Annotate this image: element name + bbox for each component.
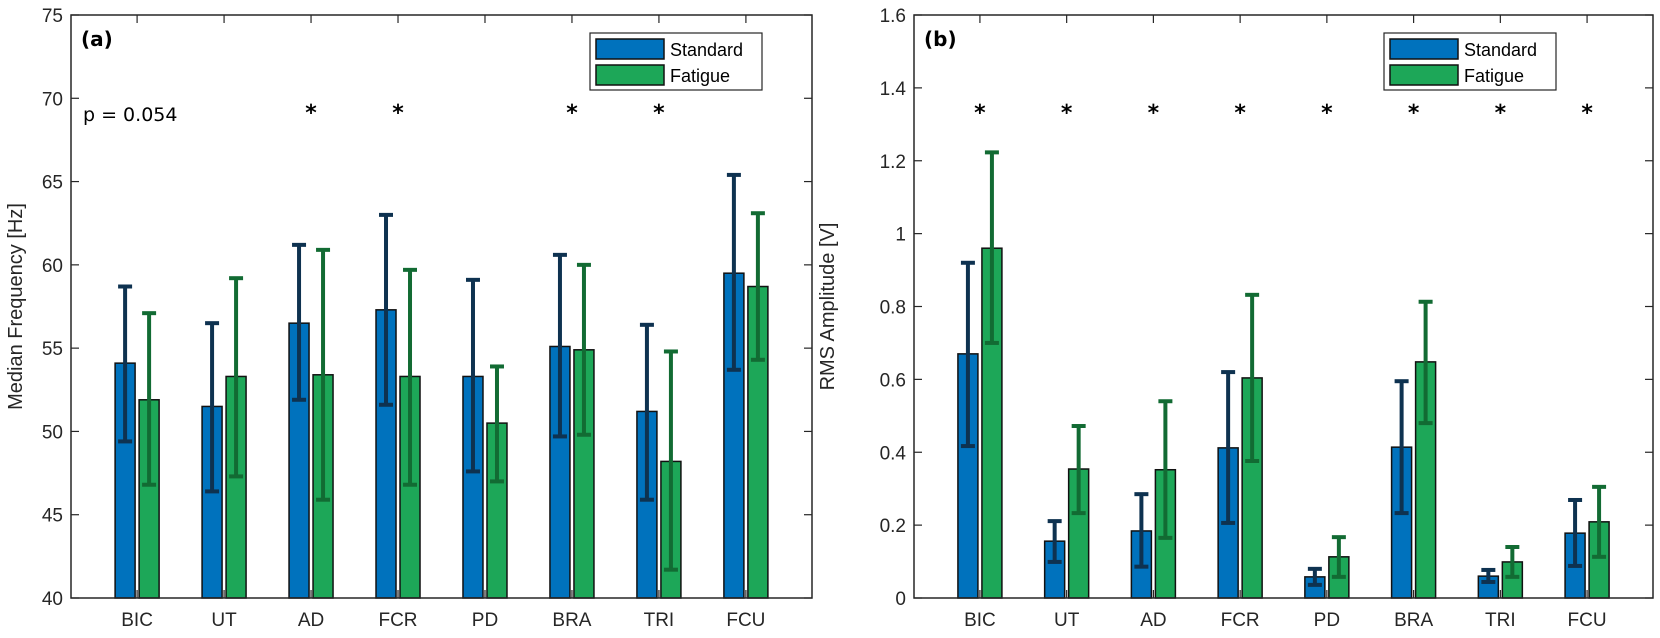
error-bar-fatigue-bra <box>576 262 591 437</box>
x-tick-label: FCU <box>726 610 765 631</box>
significance-star: * <box>566 101 578 126</box>
y-tick-label: 50 <box>42 422 63 443</box>
y-axis-label: Median Frequency [Hz] <box>5 203 27 410</box>
significance-star: * <box>653 101 665 126</box>
error-bar-fatigue-bra <box>1418 299 1433 426</box>
plot-area-frame <box>913 14 1654 599</box>
error-bar-fatigue-ut <box>1071 424 1086 516</box>
y-axis-label: RMS Amplitude [V] <box>817 223 839 391</box>
x-tick-label: BRA <box>1394 610 1433 631</box>
error-bar-standard-bra <box>1394 379 1409 516</box>
error-bar-fatigue-ad <box>1158 399 1173 540</box>
x-tick-label: BIC <box>964 610 996 631</box>
error-bar-fatigue-tri <box>663 349 678 572</box>
panel-label: (b) <box>924 27 957 51</box>
error-bar-standard-tri <box>1481 567 1496 584</box>
legend-label-fatigue: Fatigue <box>670 66 730 86</box>
significance-star: * <box>1408 101 1420 126</box>
error-bar-standard-fcu <box>1568 497 1583 568</box>
legend: Standard Fatigue <box>1383 32 1557 91</box>
error-bar-fatigue-ad <box>316 247 331 502</box>
significance-star: * <box>305 101 317 126</box>
x-tick-label: UT <box>211 610 237 631</box>
error-bar-standard-ad <box>1134 492 1149 569</box>
y-tick-label: 55 <box>42 339 63 360</box>
significance-star: * <box>1061 101 1073 126</box>
legend-swatch-standard <box>1389 38 1459 60</box>
y-tick-label: 70 <box>42 89 63 110</box>
legend-label-standard: Standard <box>670 40 743 60</box>
legend-label-standard: Standard <box>1464 40 1537 60</box>
error-bar-fatigue-bic <box>142 311 157 487</box>
error-bar-standard-ut <box>205 321 220 494</box>
significance-star: * <box>1234 101 1246 126</box>
x-tick-label: TRI <box>1485 610 1516 631</box>
error-bar-fatigue-fcu <box>1592 484 1607 559</box>
y-tick-label: 0.6 <box>880 370 906 391</box>
y-tick-label: 60 <box>42 256 63 277</box>
significance-star: * <box>1321 101 1333 126</box>
error-bar-standard-ut <box>1047 519 1062 564</box>
significance-star: * <box>1581 101 1593 126</box>
error-bar-fatigue-fcr <box>1245 292 1260 463</box>
legend: Standard Fatigue <box>589 32 763 91</box>
y-tick-label: 65 <box>42 173 63 194</box>
error-bar-fatigue-pd <box>1331 535 1346 579</box>
y-tick-label: 1.4 <box>880 79 907 100</box>
error-bar-standard-bic <box>960 260 975 449</box>
x-tick-label: TRI <box>644 610 675 631</box>
error-bar-standard-bra <box>552 252 567 439</box>
x-tick-label: PD <box>472 610 498 631</box>
error-bar-standard-fcu <box>726 172 741 372</box>
plot-area-frame <box>70 14 813 599</box>
error-bar-fatigue-ut <box>229 276 244 479</box>
y-tick-label: 0.8 <box>880 298 906 319</box>
panel-label: (a) <box>81 27 113 51</box>
error-bar-standard-fcr <box>1221 370 1236 525</box>
significance-star: * <box>1148 101 1160 126</box>
error-bar-fatigue-pd <box>489 364 504 484</box>
error-bar-standard-pd <box>465 277 480 474</box>
error-bar-standard-fcr <box>379 212 394 407</box>
x-tick-label: BRA <box>552 610 591 631</box>
legend-swatch-fatigue <box>1389 64 1459 86</box>
panel-b-rms-amplitude: 0 0.2 0.4 0.6 0.8 1 1.2 1.4 1.6 BIC * UT * AD * FCR * PD *… <box>817 6 1654 631</box>
y-tick-label: 45 <box>42 506 63 527</box>
legend-swatch-fatigue <box>595 64 665 86</box>
y-tick-label: 1.2 <box>880 152 906 173</box>
y-tick-label: 0.4 <box>880 443 907 464</box>
error-bar-standard-ad <box>292 242 307 402</box>
x-tick-label: PD <box>1314 610 1340 631</box>
error-bar-fatigue-tri <box>1505 544 1520 579</box>
panel-a-median-frequency: 40 45 50 55 60 65 70 75 BIC UT AD * FCR * PD BRA * TRI * FC… <box>5 6 813 631</box>
error-bar-fatigue-fcr <box>403 267 418 487</box>
x-tick-label: UT <box>1054 610 1080 631</box>
x-tick-label: BIC <box>121 610 153 631</box>
error-bar-fatigue-fcu <box>750 211 765 362</box>
y-tick-label: 75 <box>42 6 63 27</box>
y-tick-label: 40 <box>42 589 63 610</box>
legend-label-fatigue: Fatigue <box>1464 66 1524 86</box>
x-tick-label: FCU <box>1568 610 1607 631</box>
y-tick-label: 1 <box>895 225 906 246</box>
p-value-annotation: p = 0.054 <box>83 104 177 126</box>
x-tick-label: AD <box>1140 610 1166 631</box>
y-tick-label: 1.6 <box>880 6 906 27</box>
significance-star: * <box>974 101 986 126</box>
significance-star: * <box>392 101 404 126</box>
x-tick-label: FCR <box>1221 610 1260 631</box>
error-bar-fatigue-bic <box>984 150 999 345</box>
legend-swatch-standard <box>595 38 665 60</box>
error-bar-standard-pd <box>1307 566 1322 587</box>
significance-star: * <box>1495 101 1507 126</box>
y-tick-label: 0 <box>895 589 906 610</box>
x-tick-label: AD <box>298 610 324 631</box>
error-bar-standard-tri <box>639 322 654 502</box>
x-tick-label: FCR <box>378 610 417 631</box>
y-tick-label: 0.2 <box>880 516 906 537</box>
error-bar-standard-bic <box>118 284 133 444</box>
